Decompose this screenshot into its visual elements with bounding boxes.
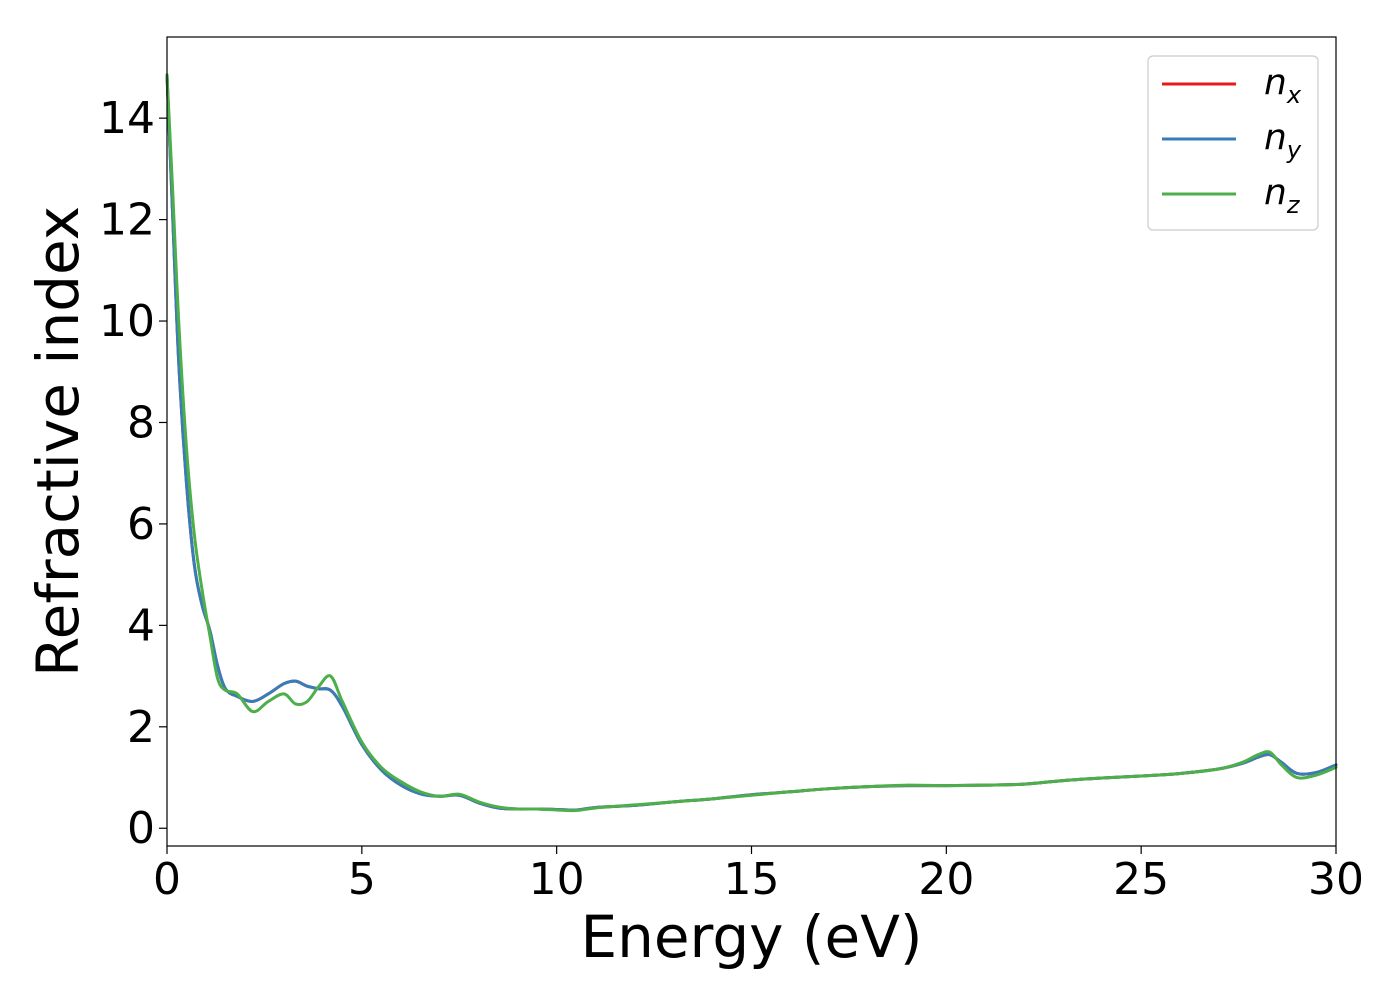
- legend: nx ny nz: [1147, 55, 1319, 231]
- plot-frame: [166, 36, 1337, 847]
- y-tick-label: 10: [99, 296, 155, 347]
- x-tick-label: 0: [153, 854, 181, 905]
- y-tick-label: 8: [127, 397, 155, 448]
- x-axis-label: Energy (eV): [580, 903, 922, 971]
- y-axis-ticks: 0 2 4 6 8 10 12 14: [99, 93, 167, 854]
- series-layer: [165, 73, 1338, 813]
- x-axis-ticks: 0 5 10 15 20 25 30: [153, 846, 1364, 905]
- legend-label-z: nz: [1264, 172, 1301, 219]
- x-tick-label: 20: [918, 854, 974, 905]
- legend-label-y: ny: [1264, 117, 1302, 164]
- legend-label-x: nx: [1264, 62, 1302, 109]
- y-tick-label: 4: [127, 600, 155, 651]
- x-tick-label: 5: [348, 854, 376, 905]
- y-tick-label: 2: [127, 702, 155, 753]
- legend-items: nx ny nz: [1162, 62, 1302, 219]
- series-line-z: [165, 73, 1338, 813]
- y-tick-label: 14: [99, 93, 155, 144]
- x-tick-label: 15: [724, 854, 780, 905]
- x-tick-label: 25: [1113, 854, 1169, 905]
- y-axis-label: Refractive index: [24, 206, 92, 677]
- y-tick-label: 12: [99, 195, 155, 246]
- legend-box: [1147, 55, 1319, 231]
- y-tick-label: 6: [127, 499, 155, 550]
- x-tick-label: 30: [1308, 854, 1364, 905]
- y-tick-label: 0: [127, 803, 155, 854]
- x-tick-label: 10: [529, 854, 585, 905]
